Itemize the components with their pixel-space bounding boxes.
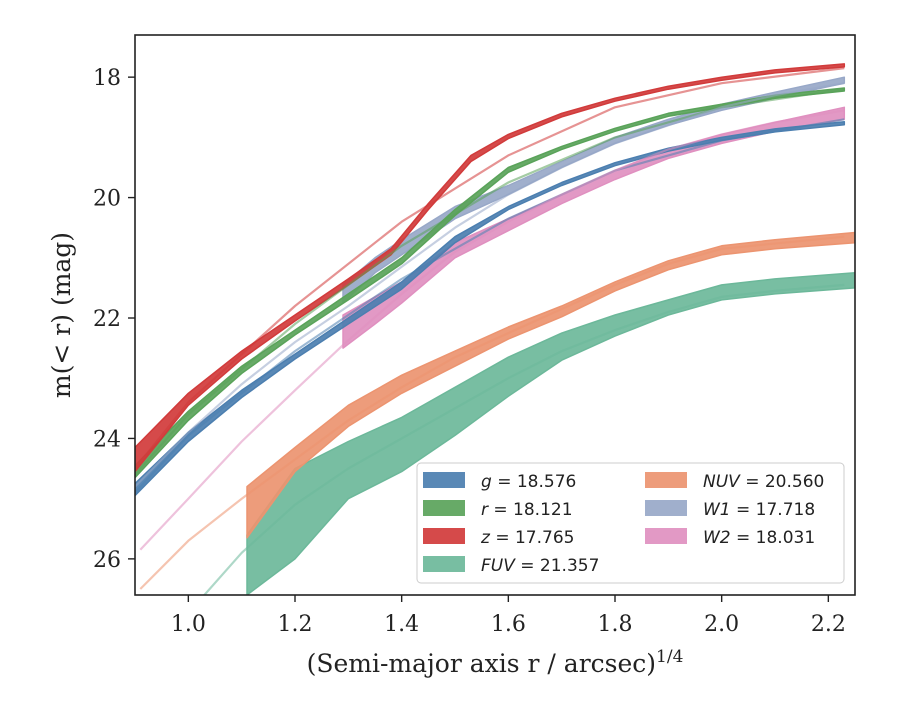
legend-label-r: r = 18.121 — [481, 500, 573, 520]
y-axis-ticks: 18 20 22 24 26 — [93, 66, 135, 573]
legend-label-fuv: FUV = 21.357 — [481, 556, 599, 576]
band-nuv — [246, 231, 855, 539]
x-tick-label: 1.2 — [278, 612, 313, 637]
y-tick-label: 24 — [93, 427, 121, 452]
x-tick-label: 1.6 — [491, 612, 526, 637]
legend-swatch-w2 — [645, 528, 687, 544]
model-curves-layer — [135, 67, 845, 595]
legend-label-nuv: NUV = 20.560 — [703, 472, 824, 492]
model-curve-w1 — [135, 82, 845, 488]
x-tick-label: 1.0 — [171, 612, 206, 637]
legend-box — [416, 462, 845, 584]
legend-label-w1: W1 = 17.718 — [703, 500, 815, 520]
band-r — [135, 87, 846, 479]
x-tick-label: 2.0 — [704, 612, 739, 637]
legend-swatch-z — [423, 528, 465, 544]
legend-label-g: g = 18.576 — [481, 472, 576, 492]
legend-swatch-r — [423, 500, 465, 516]
band-g — [135, 120, 846, 497]
x-axis-ticks: 1.0 1.2 1.4 1.6 1.8 2.0 2.2 — [171, 595, 846, 637]
model-curve-g — [135, 118, 845, 494]
y-tick-label: 18 — [93, 66, 121, 91]
model-curve-z — [135, 67, 845, 470]
band-fuv — [246, 272, 855, 595]
legend-label-w2: W2 = 18.031 — [703, 528, 815, 548]
x-tick-label: 1.8 — [598, 612, 633, 637]
legend-swatch-nuv — [645, 472, 687, 488]
band-w2 — [342, 106, 846, 349]
plot-frame — [134, 34, 856, 596]
model-curve-fuv — [202, 283, 845, 595]
legend-label-z: z = 17.765 — [480, 528, 574, 548]
y-tick-label: 26 — [93, 548, 121, 573]
y-axis-title: m(< r) (mag) — [47, 232, 76, 398]
x-tick-label: 2.2 — [811, 612, 846, 637]
x-axis-title-exponent: 1/4 — [656, 647, 683, 667]
x-tick-label: 1.4 — [384, 612, 419, 637]
y-tick-label: 22 — [93, 307, 121, 332]
legend-swatch-fuv — [423, 556, 465, 572]
legend-swatch-g — [423, 472, 465, 488]
x-axis-title-text: (Semi-major axis r / arcsec) — [307, 649, 656, 678]
y-tick-label: 20 — [93, 187, 121, 212]
model-curve-nuv — [139, 235, 845, 590]
legend: g = 18.576 r = 18.121 z = 17.765 FUV = 21.3… — [416, 462, 845, 584]
x-axis-title: (Semi-major axis r / arcsec)1/4 — [307, 647, 684, 678]
model-curve-w2 — [139, 109, 845, 551]
legend-swatch-w1 — [645, 500, 687, 516]
